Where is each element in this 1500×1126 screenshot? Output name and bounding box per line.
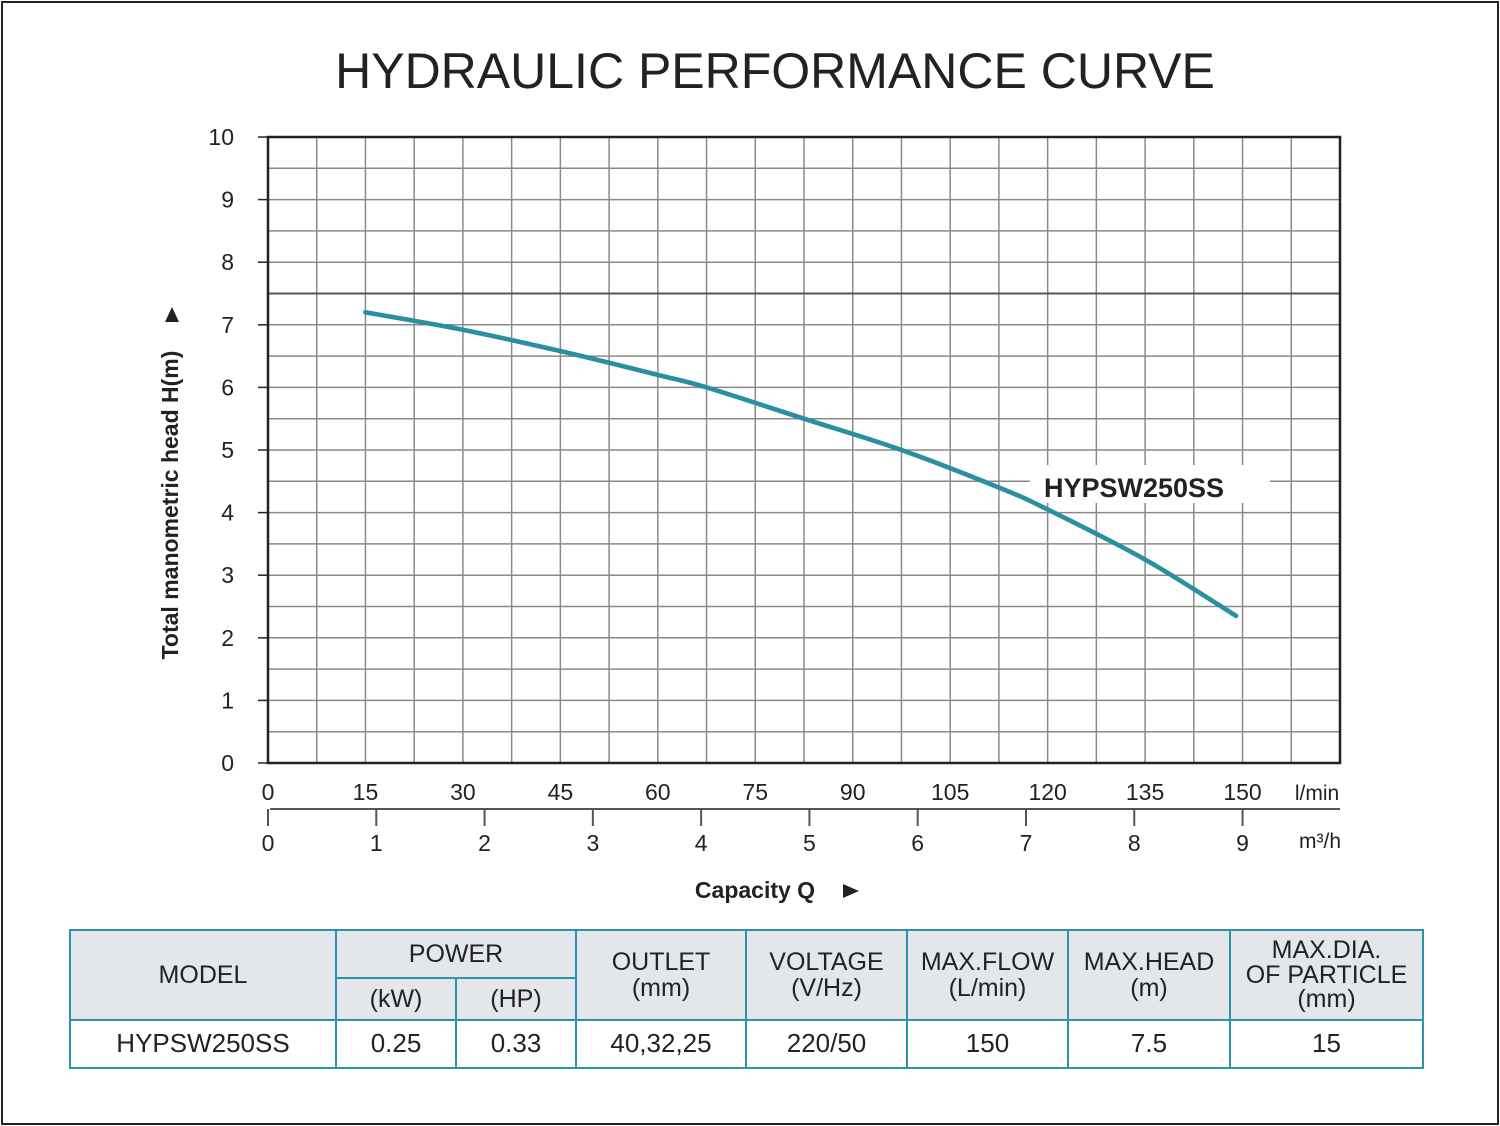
y-tick-label: 4 (221, 500, 234, 526)
header-model: MODEL (69, 929, 337, 1021)
x-tick-label: 135 (1126, 779, 1164, 805)
header-outlet: OUTLET (mm) (575, 929, 747, 1021)
cell-model: HYPSW250SS (69, 1019, 337, 1069)
cell-voltage: 220/50 (745, 1019, 908, 1069)
x2-tick-label: 6 (911, 830, 924, 856)
x2-tick-label: 1 (370, 830, 383, 856)
y-axis-arrow-icon (165, 307, 179, 322)
cell-hp: 0.33 (455, 1019, 577, 1069)
x-tick-label: 60 (645, 779, 671, 805)
performance-chart: HYDRAULIC PERFORMANCE CURVE 012345678910… (157, 43, 1342, 903)
series-label: HYPSW250SS (1044, 473, 1224, 503)
header-max-flow: MAX.FLOW (L/min) (906, 929, 1069, 1021)
chart-title: HYDRAULIC PERFORMANCE CURVE (335, 43, 1215, 99)
y-tick-label: 9 (221, 187, 234, 213)
x2-tick-label: 4 (695, 830, 708, 856)
x-tick-label: 105 (931, 779, 969, 805)
x2-tick-label: 2 (478, 830, 491, 856)
y-tick-label: 10 (208, 124, 234, 150)
x2-tick-label: 7 (1020, 830, 1033, 856)
series-label-background (1030, 465, 1270, 503)
x2-tick-label: 9 (1236, 830, 1249, 856)
y-tick-label: 3 (221, 562, 234, 588)
header-hp: (HP) (455, 977, 577, 1021)
y-tick-label: 8 (221, 249, 234, 275)
y-tick-label: 6 (221, 374, 234, 400)
header-kw: (kW) (335, 977, 457, 1021)
y-tick-label: 1 (221, 687, 234, 713)
x-axis-label: Capacity Q (695, 877, 815, 903)
x-tick-label: 30 (450, 779, 476, 805)
cell-max-flow: 150 (906, 1019, 1069, 1069)
x2-tick-label: 0 (262, 830, 275, 856)
y-axis-label: Total manometric head H(m) (157, 351, 183, 660)
y-tick-label: 5 (221, 437, 234, 463)
x2-tick-label: 8 (1128, 830, 1141, 856)
x-tick-label: 45 (548, 779, 574, 805)
x-tick-label: 120 (1028, 779, 1066, 805)
cell-kw: 0.25 (335, 1019, 457, 1069)
spec-table: MODEL POWER OUTLET (mm) VOLTAGE (V/Hz) MAX… (69, 929, 1424, 1069)
y-tick-label: 2 (221, 625, 234, 651)
x2-tick-label: 3 (586, 830, 599, 856)
y-tick-label: 7 (221, 312, 234, 338)
x-tick-label: 90 (840, 779, 866, 805)
x-tick-label: 150 (1223, 779, 1261, 805)
header-max-head: MAX.HEAD (m) (1067, 929, 1231, 1021)
header-max-dia: MAX.DIA. OF PARTICLE (mm) (1229, 929, 1424, 1021)
x2-tick-label: 5 (803, 830, 816, 856)
x-tick-label: 75 (742, 779, 768, 805)
header-power: POWER (335, 929, 577, 979)
x-tick-label: 15 (353, 779, 379, 805)
x2-unit-label: m³/h (1299, 830, 1341, 853)
y-tick-label: 0 (221, 750, 234, 776)
x-unit-label: l/min (1295, 782, 1339, 805)
header-voltage: VOLTAGE (V/Hz) (745, 929, 908, 1021)
cell-max-dia: 15 (1229, 1019, 1424, 1069)
cell-outlet: 40,32,25 (575, 1019, 747, 1069)
x-tick-label: 0 (262, 779, 275, 805)
x-axis-arrow-icon (843, 884, 859, 898)
cell-max-head: 7.5 (1067, 1019, 1231, 1069)
performance-curve-line-overlay (363, 310, 1239, 619)
